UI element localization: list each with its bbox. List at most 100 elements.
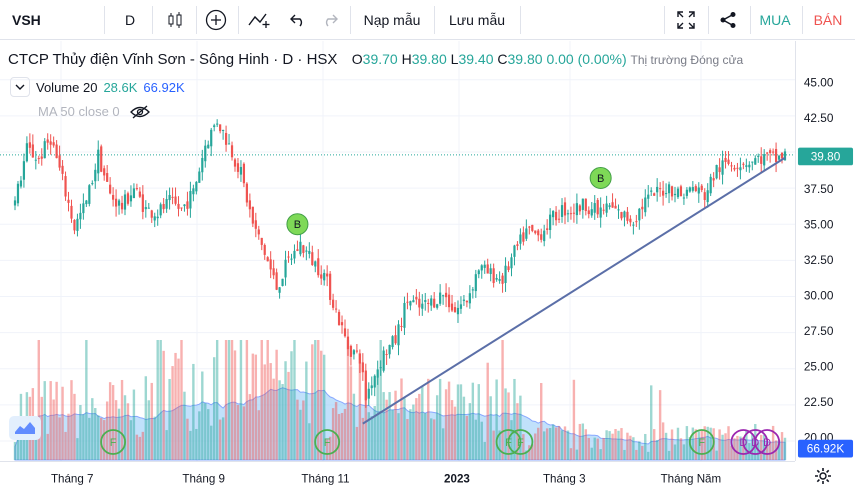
volume-bar [212, 357, 216, 460]
event-marker [742, 429, 769, 455]
volume-bar [430, 418, 433, 460]
volume-bar [510, 420, 513, 460]
volume-bar [183, 391, 186, 460]
candle-body [513, 245, 516, 257]
volume-ma-shape [14, 387, 786, 461]
volume-bar [195, 428, 198, 460]
compare-button[interactable] [244, 0, 276, 40]
volume-bar [367, 412, 370, 460]
candle-body [311, 252, 314, 265]
volume-bar [236, 404, 240, 460]
volume-bar [245, 340, 249, 460]
candle-body [480, 265, 483, 271]
add-indicator-button[interactable] [200, 0, 232, 40]
symbol-search[interactable]: VSH [6, 0, 56, 40]
volume-bar [415, 398, 418, 460]
candle-body [367, 388, 370, 399]
sell-button[interactable]: BÁN [808, 0, 848, 40]
candle-body [37, 158, 40, 160]
settings-gear-icon[interactable] [814, 467, 832, 485]
candle-body [760, 156, 763, 164]
candle-body [269, 259, 272, 270]
volume-bar [260, 340, 263, 460]
volume-bar [192, 363, 195, 460]
close-value: 39.80 [507, 51, 543, 67]
volume-bar [584, 429, 588, 460]
candle-body [433, 298, 436, 308]
buy-button[interactable]: MUA [754, 0, 796, 40]
time-ticks: Tháng 7 Tháng 9 Tháng 11 2023 Tháng 3 Tháng N… [51, 472, 721, 485]
volume-bar [685, 426, 689, 460]
volume-bar [673, 444, 677, 460]
candle-body [703, 192, 706, 200]
load-template-button[interactable]: Nạp mẫu [356, 0, 428, 40]
eye-hidden-icon[interactable] [129, 105, 150, 119]
volume-bar [111, 385, 115, 460]
volume-bar [682, 444, 686, 460]
candle-body [682, 197, 686, 199]
candle-body [406, 301, 409, 303]
volume-bar [67, 413, 70, 460]
volume-bar [412, 404, 415, 460]
undo-button[interactable] [284, 0, 312, 40]
volume-bar [578, 423, 582, 460]
volume-bar [569, 448, 573, 460]
candle-body [123, 194, 127, 210]
candle-body [391, 336, 394, 348]
candle-body [13, 200, 17, 206]
volume-bar [658, 390, 662, 460]
volume-bar [427, 378, 430, 460]
candle-body [653, 193, 656, 196]
candle-body [70, 205, 73, 219]
candle-body [272, 268, 275, 276]
candle-body [210, 129, 213, 147]
volume-bar [572, 379, 576, 460]
candle-body [129, 195, 133, 202]
candle-body [584, 198, 587, 212]
candle-body [385, 354, 388, 356]
fullscreen-button[interactable] [670, 0, 702, 40]
candle-body [334, 308, 338, 310]
chart-type-button[interactable] [160, 0, 190, 40]
volume-bar [498, 430, 501, 460]
time-axis[interactable]: Tháng 7 Tháng 9 Tháng 11 2023 Tháng 3 Tháng N… [0, 461, 795, 491]
time-tick-label: Tháng 9 [182, 472, 225, 485]
candle-body [772, 151, 775, 153]
volume-bar [626, 432, 629, 460]
scroll-to-realtime-icon[interactable] [9, 416, 41, 440]
candle-body [180, 207, 183, 209]
volume-bar [287, 371, 290, 460]
volume-bar [590, 447, 593, 460]
volume-bar [296, 399, 299, 460]
interval-button[interactable]: D [115, 0, 145, 40]
candle-body [150, 210, 153, 218]
redo-button[interactable] [316, 0, 344, 40]
share-button[interactable] [712, 0, 744, 40]
collapse-legend-button[interactable] [10, 77, 30, 97]
volume-bar [82, 414, 85, 460]
volume-bar [272, 378, 275, 460]
volume-bar [400, 378, 403, 460]
volume-bar [221, 417, 225, 460]
volume-bar [632, 437, 635, 460]
toolbar-divider [434, 6, 435, 34]
candle-body [507, 266, 510, 271]
candle-body [581, 198, 584, 210]
volume-bar [108, 382, 112, 460]
candle-body [474, 274, 477, 292]
ma-label: MA 50 close 0 [38, 104, 120, 119]
price-tick-label: 32.50 [804, 253, 834, 267]
volume-bar [620, 428, 623, 460]
candle-body [471, 289, 474, 291]
volume-bar [688, 437, 692, 460]
candle-body [91, 183, 94, 185]
volume-bar [358, 353, 362, 460]
candle-body [260, 237, 263, 245]
volume-bar [290, 351, 293, 460]
candle-body [162, 204, 165, 210]
save-template-button[interactable]: Lưu mẫu [440, 0, 514, 40]
volume-bar [299, 409, 302, 460]
price-axis[interactable]: 45.0042.5040.0037.5035.0032.5030.0027.50… [795, 41, 855, 461]
volume-bar [474, 419, 478, 460]
